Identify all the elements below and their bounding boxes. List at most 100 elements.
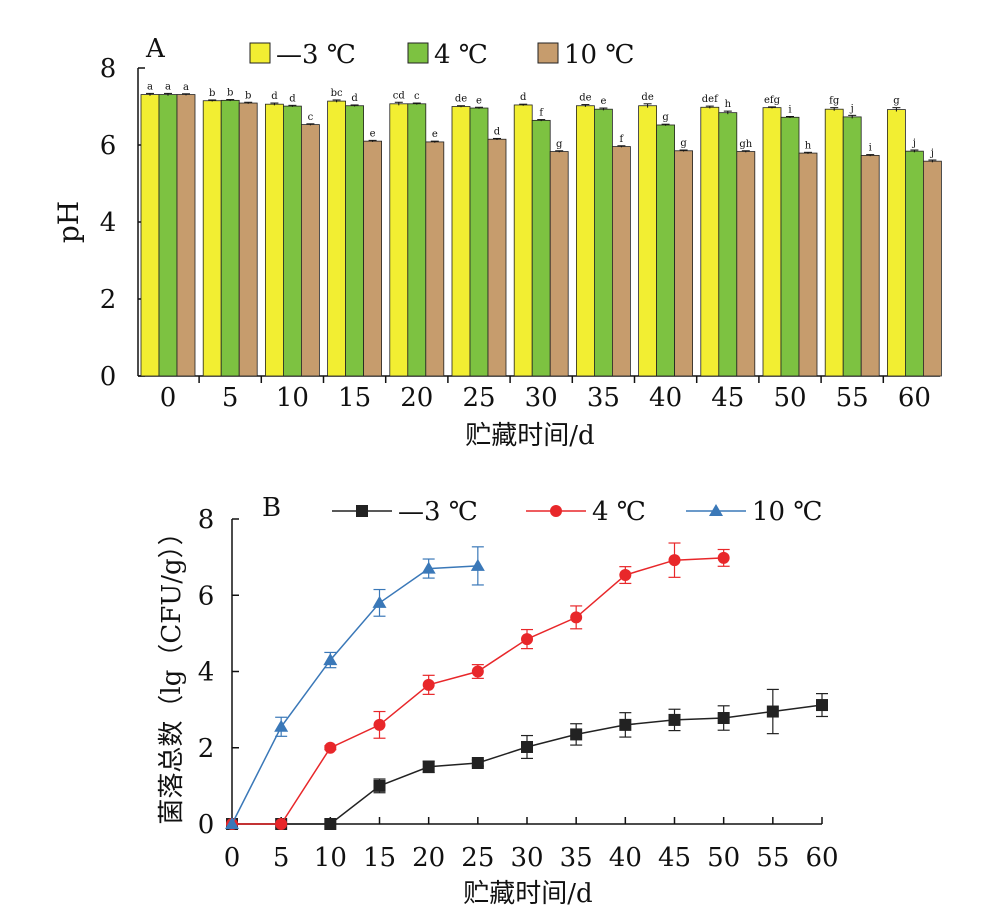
significance-letter: fg [829,96,840,107]
x-tick-label: 50 [773,383,806,413]
significance-letter: e [432,129,438,140]
significance-letter: de [455,94,467,105]
bar [407,103,427,377]
significance-letter: a [147,81,153,92]
data-point [421,561,436,574]
bar [780,116,800,377]
panel-a-y-axis-title: pH [52,201,85,243]
data-point [422,678,435,691]
x-tick-label: 20 [412,843,445,873]
bar [487,138,507,377]
x-tick-label: 30 [525,383,558,413]
x-tick-label: 10 [314,843,347,873]
significance-letter: c [308,112,314,123]
x-tick-label: 15 [363,843,396,873]
significance-letter: b [245,90,251,101]
bar [158,94,178,377]
significance-letter: a [165,81,171,92]
bar [656,124,675,377]
x-tick-label: 60 [898,383,931,413]
bar [736,151,756,377]
data-point [471,665,484,678]
significance-letter: efg [764,95,781,106]
bar [389,103,409,377]
significance-letter: a [183,82,189,93]
significance-letter: f [539,108,544,119]
panel-b-line-chart: B 菌落总数（lg（CFU/g）） 贮藏时间/d —3 ℃ 4 ℃ 10 ℃ 0 2 4… [157,493,839,909]
significance-letter: d [351,93,358,104]
bar [531,119,551,377]
significance-letter: b [227,88,233,99]
data-point [521,740,533,753]
bar [264,103,284,377]
y-tick-label: 4 [198,658,215,688]
series-line [232,704,823,825]
legend-swatch [407,42,429,64]
bar [576,105,595,377]
bar [842,116,862,377]
x-tick-label: 30 [510,843,543,873]
bar [140,94,160,377]
significance-letter: g [680,138,687,149]
panel-a-x-axis-title: 贮藏时间/d [465,421,594,451]
bar [238,102,258,377]
data-point [471,757,484,769]
panel-b-letter: B [262,493,281,523]
bar [282,105,302,377]
bar [176,94,196,377]
data-point [323,653,338,666]
y-tick-label: 2 [100,285,117,315]
bar [202,100,222,377]
data-point [324,741,337,754]
legend-marker [356,505,368,517]
bar [327,100,347,377]
y-tick-label: 0 [100,362,117,392]
x-tick-label: 40 [649,383,682,413]
panel-b-legend: —3 ℃ 4 ℃ 10 ℃ [332,497,822,527]
legend-marker [709,504,723,516]
bar [300,124,320,377]
data-point [619,718,632,731]
significance-letter: f [620,134,625,145]
x-tick-label: 25 [461,843,494,873]
bar [762,107,782,377]
significance-letter: def [702,94,719,105]
legend-label: 4 ℃ [434,40,488,70]
data-point [275,818,288,830]
panel-a-letter: A [145,34,166,64]
bar [345,105,365,377]
data-point [470,558,485,571]
significance-letter: de [641,92,653,103]
x-tick-label: 55 [756,843,789,873]
significance-letter: g [556,139,563,150]
data-point [668,713,681,726]
bar [220,99,240,377]
y-tick-label: 6 [100,131,117,161]
significance-letter: g [662,112,669,123]
bar [860,154,880,377]
y-tick-label: 2 [198,734,215,764]
y-tick-label: 8 [100,54,117,84]
legend-label: —3 ℃ [276,40,356,70]
legend-swatch [249,42,271,64]
data-point [324,818,337,830]
panel-b-y-axis-title: 菌落总数（lg（CFU/g）） [157,519,187,824]
data-point [521,633,533,646]
significance-letter: e [370,128,376,139]
data-point [717,551,730,564]
significance-letter: g [893,96,900,107]
significance-letter: d [520,92,527,103]
y-tick-label: 8 [198,505,215,535]
significance-letter: e [476,95,482,106]
bar [887,109,906,377]
x-tick-label: 0 [224,843,241,873]
bar [612,146,631,377]
significance-letter: j [912,138,916,149]
significance-letter: bc [331,88,343,99]
bar [700,106,720,377]
bar [363,140,383,377]
x-tick-label: 20 [400,383,433,413]
bar [824,108,844,377]
